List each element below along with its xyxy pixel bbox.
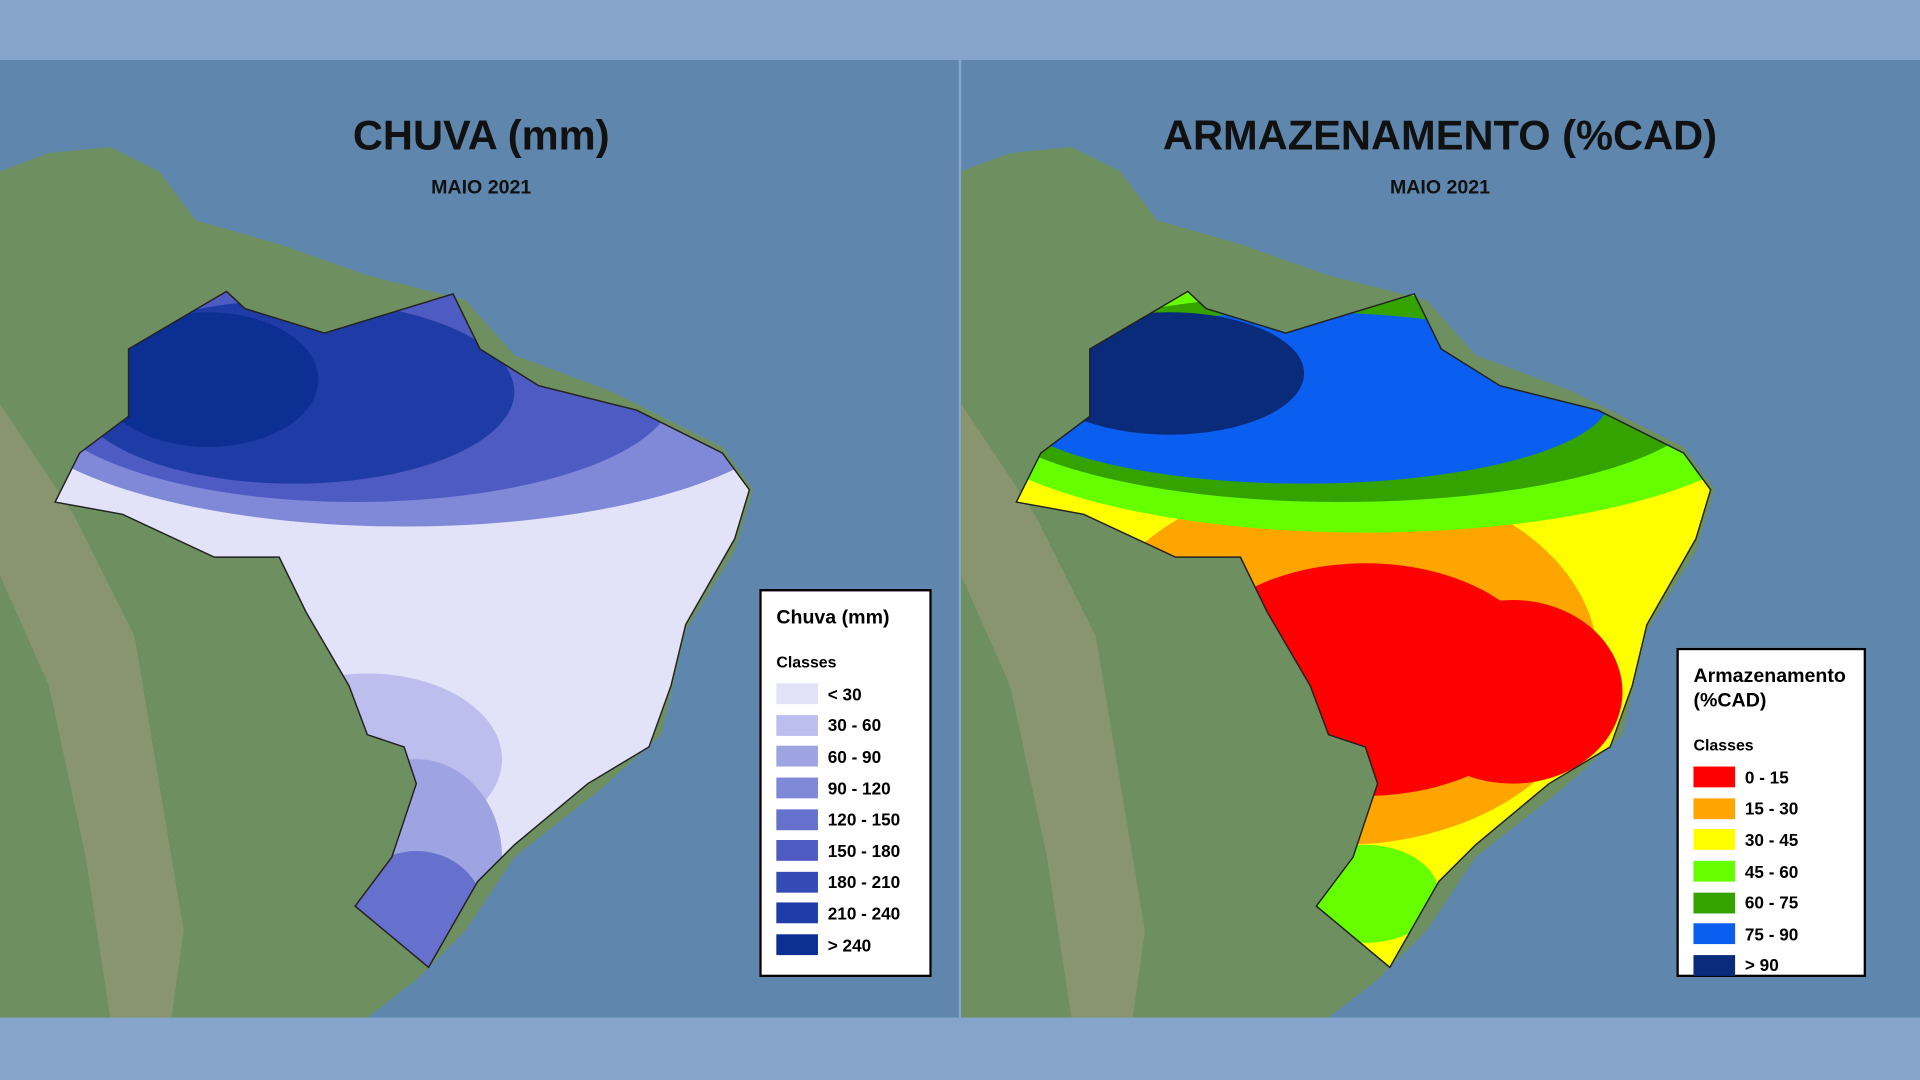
legend-swatch — [1693, 954, 1736, 976]
legend-item: 210 - 240 — [776, 898, 914, 929]
legend-label: 60 - 75 — [1744, 892, 1799, 913]
legend-swatch — [776, 746, 818, 768]
legend-swatch — [1693, 829, 1736, 851]
legend-item: 180 - 210 — [776, 866, 914, 897]
legend-item: 30 - 60 — [776, 710, 914, 741]
map-region — [1402, 600, 1623, 784]
legend-swatch — [1693, 860, 1736, 882]
legend-label: 120 - 150 — [827, 809, 901, 830]
map-panel — [0, 60, 959, 1018]
legend-label: 210 - 240 — [827, 903, 901, 924]
legend-label: 30 - 45 — [1744, 830, 1799, 850]
legend-item: < 30 — [776, 678, 914, 709]
legend-swatch — [776, 840, 818, 862]
legend-label: 45 - 60 — [1744, 861, 1799, 882]
legend-label: < 30 — [827, 684, 862, 704]
legend-swatch — [1693, 798, 1736, 820]
legend-swatch — [1693, 923, 1736, 945]
legend-swatch — [776, 871, 818, 893]
legend-swatch — [776, 777, 818, 799]
map-subtitle: MAIO 2021 — [1390, 176, 1490, 198]
legend-item: 75 - 90 — [1693, 918, 1849, 949]
legend-item: 45 - 60 — [1693, 856, 1849, 887]
map-title: ARMAZENAMENTO (%CAD) — [1163, 111, 1717, 158]
legend-subtitle: Classes — [1693, 735, 1754, 755]
legend-item: 15 - 30 — [1693, 793, 1849, 824]
map-region — [1034, 312, 1305, 435]
legend: Armazenamento (%CAD) Classes 0 - 15 15 - 30… — [1676, 647, 1867, 978]
map-panel — [961, 60, 1920, 1018]
legend-label: 75 - 90 — [1744, 924, 1799, 944]
legend-swatch — [1693, 766, 1736, 788]
legend-swatch — [776, 903, 818, 924]
map-region — [97, 312, 319, 447]
legend-swatch — [776, 934, 818, 956]
map-title: CHUVA (mm) — [353, 111, 610, 158]
legend-item: 90 - 120 — [776, 772, 914, 803]
legend: Chuva (mm) Classes < 30 30 - 60 60 - 90 90 - … — [759, 588, 932, 978]
legend-item: 30 - 45 — [1693, 824, 1849, 855]
legend-title: Armazenamento (%CAD) — [1693, 666, 1846, 712]
legend-label: > 240 — [827, 934, 872, 955]
legend-subtitle: Classes — [776, 652, 837, 672]
legend-item: > 90 — [1693, 950, 1849, 977]
legend-label: 30 - 60 — [827, 715, 882, 736]
legend-label: 60 - 90 — [827, 746, 882, 767]
legend-swatch — [1693, 892, 1736, 914]
legend-label: 15 - 30 — [1744, 798, 1799, 819]
legend-swatch — [776, 683, 818, 705]
legend-item: 150 - 180 — [776, 835, 914, 866]
legend-label: 90 - 120 — [827, 778, 891, 798]
legend-swatch — [776, 808, 818, 830]
legend-item: 60 - 90 — [776, 741, 914, 772]
legend-title: Chuva (mm) — [776, 607, 890, 629]
map-subtitle: MAIO 2021 — [431, 176, 531, 198]
legend-item: 120 - 150 — [776, 804, 914, 835]
legend-label: 180 - 210 — [827, 872, 901, 892]
legend-item: > 240 — [776, 929, 914, 960]
legend-label: 150 - 180 — [827, 840, 901, 861]
legend-item: 60 - 75 — [1693, 887, 1849, 918]
legend-item: 0 - 15 — [1693, 762, 1849, 793]
legend-label: 0 - 15 — [1744, 767, 1789, 788]
legend-swatch — [776, 714, 818, 736]
legend-label: > 90 — [1744, 955, 1779, 976]
